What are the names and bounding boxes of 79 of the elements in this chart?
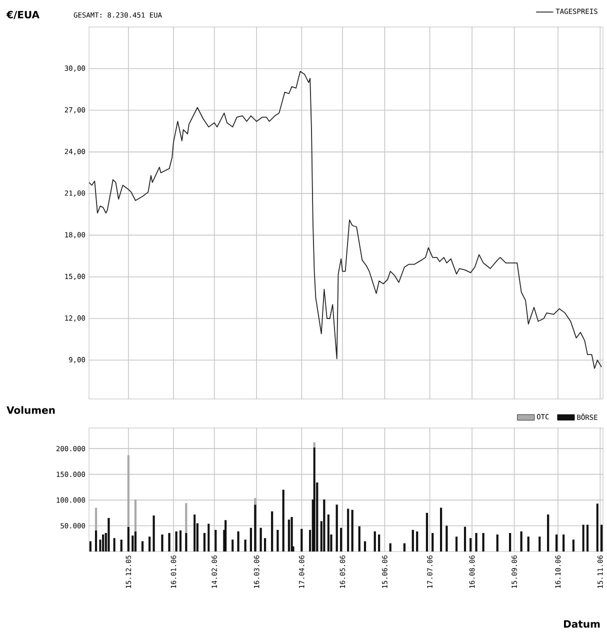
bar (482, 532, 484, 552)
bar (313, 448, 316, 552)
bar (547, 514, 550, 552)
bar (538, 536, 541, 552)
bar (175, 531, 178, 552)
bar (208, 524, 210, 552)
bar (358, 526, 360, 552)
bar (237, 531, 240, 552)
bar (378, 534, 380, 552)
y-axis-title: Volumen (6, 406, 55, 414)
bar (141, 541, 144, 552)
bar (134, 531, 137, 552)
bar (313, 442, 316, 448)
bar (600, 524, 603, 552)
bar (455, 536, 458, 552)
bar (364, 541, 366, 552)
bar (432, 532, 434, 552)
bar (340, 528, 342, 552)
bar (194, 514, 196, 552)
bar (264, 538, 266, 552)
bar (148, 536, 151, 552)
bar (276, 530, 279, 552)
bar (389, 543, 392, 552)
bar (185, 532, 188, 552)
bar (416, 531, 418, 552)
bar (572, 540, 574, 552)
bar (440, 508, 442, 552)
bar (254, 498, 256, 505)
bar (290, 517, 293, 552)
bar (120, 540, 122, 552)
bar (250, 528, 252, 552)
bar (244, 540, 246, 552)
bar (470, 538, 472, 552)
bar (161, 534, 164, 552)
bar (374, 531, 376, 552)
bar (168, 532, 170, 552)
bar (426, 512, 428, 552)
bar (224, 520, 227, 552)
bar (446, 526, 448, 552)
bar (94, 530, 98, 552)
bar (300, 528, 303, 552)
bar (351, 510, 354, 552)
bar (596, 504, 598, 552)
bar (127, 455, 130, 527)
bar (496, 534, 498, 552)
bar (232, 540, 234, 552)
bar (260, 528, 262, 552)
bar (152, 515, 155, 552)
bar (132, 536, 134, 552)
bar (527, 536, 530, 552)
bar (403, 543, 406, 552)
bar (94, 508, 98, 530)
x-axis-title: Datum (564, 620, 600, 628)
bar (323, 500, 326, 552)
bar (89, 541, 92, 552)
bar (562, 534, 565, 552)
bar (586, 524, 589, 552)
bar (508, 532, 512, 552)
bar (214, 530, 217, 552)
bar (555, 534, 558, 552)
bar (582, 524, 584, 552)
bar (412, 530, 414, 552)
y-axis-title: €/EUA (6, 10, 40, 20)
bar (282, 490, 284, 552)
bar (127, 526, 130, 552)
bar (520, 531, 522, 552)
bar (254, 504, 256, 552)
bar (464, 526, 466, 552)
bar (475, 532, 478, 552)
bar (336, 504, 338, 552)
bar (179, 530, 182, 552)
bar (327, 514, 330, 552)
bar (102, 534, 104, 552)
bar (108, 518, 110, 552)
bar (347, 508, 350, 552)
bar (288, 520, 290, 552)
bar (134, 500, 137, 532)
bar (185, 503, 188, 533)
bar (203, 532, 206, 552)
